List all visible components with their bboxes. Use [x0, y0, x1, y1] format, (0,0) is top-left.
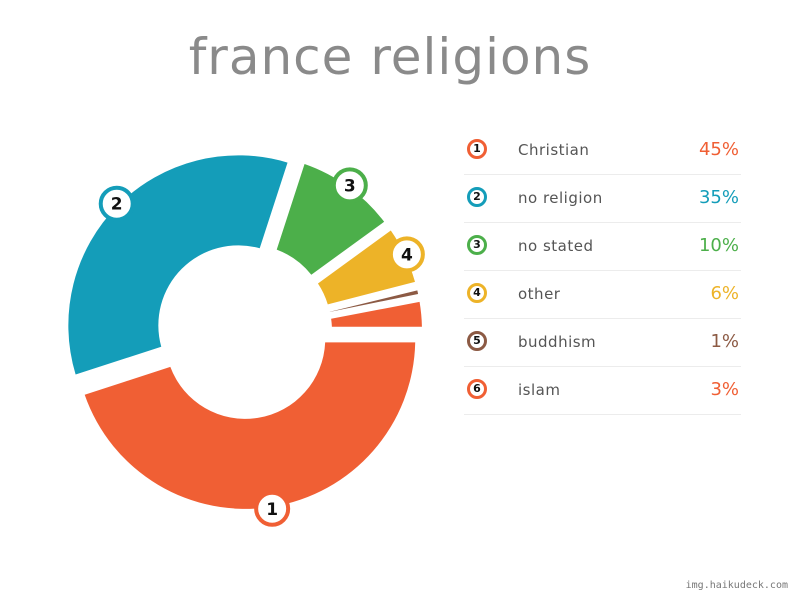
- legend-label-4: other: [518, 285, 561, 303]
- legend-marker-5: 5: [467, 331, 487, 351]
- donut-slice-6: [331, 301, 422, 327]
- svg-text:4: 4: [401, 245, 413, 265]
- legend-row-4: 4 other 6%: [464, 271, 741, 319]
- legend-marker-1: 1: [467, 139, 487, 159]
- svg-text:3: 3: [344, 176, 356, 196]
- legend-value-4: 6%: [710, 283, 739, 304]
- slice-marker-3: 3: [331, 167, 368, 204]
- legend-row-3: 3 no stated 10%: [464, 223, 741, 271]
- legend-marker-4: 4: [467, 283, 487, 303]
- legend-value-2: 35%: [698, 187, 739, 208]
- image-credit: img.haikudeck.com: [685, 580, 788, 591]
- donut-slice-5: [329, 290, 419, 312]
- legend-value-1: 45%: [698, 139, 739, 160]
- legend-row-5: 5 buddhism 1%: [464, 319, 741, 367]
- svg-text:2: 2: [111, 195, 123, 215]
- donut-slice-2: [68, 155, 288, 375]
- slice-marker-4: 4: [388, 236, 425, 273]
- donut-slice-1: [84, 342, 416, 509]
- legend-row-2: 2 no religion 35%: [464, 175, 741, 223]
- legend-row-1: 1 Christian 45%: [464, 127, 741, 175]
- legend-value-6: 3%: [710, 379, 739, 400]
- chart-title: france religions: [188, 28, 592, 86]
- legend-label-6: islam: [518, 381, 561, 399]
- legend-row-6: 6 islam 3%: [464, 367, 741, 415]
- slice-marker-2: 2: [98, 185, 135, 222]
- legend-label-1: Christian: [518, 141, 590, 159]
- svg-text:1: 1: [266, 500, 278, 520]
- legend-value-5: 1%: [710, 331, 739, 352]
- legend-label-5: buddhism: [518, 333, 597, 351]
- legend-marker-3: 3: [467, 235, 487, 255]
- legend-label-2: no religion: [518, 189, 603, 207]
- legend-label-3: no stated: [518, 237, 594, 255]
- slice-marker-1: 1: [254, 490, 291, 527]
- donut-slice-3: [276, 163, 385, 275]
- legend-value-3: 10%: [698, 235, 739, 256]
- legend-marker-6: 6: [467, 379, 487, 399]
- legend: 1 Christian 45% 2 no religion 35% 3 no s…: [464, 127, 741, 415]
- legend-marker-2: 2: [467, 187, 487, 207]
